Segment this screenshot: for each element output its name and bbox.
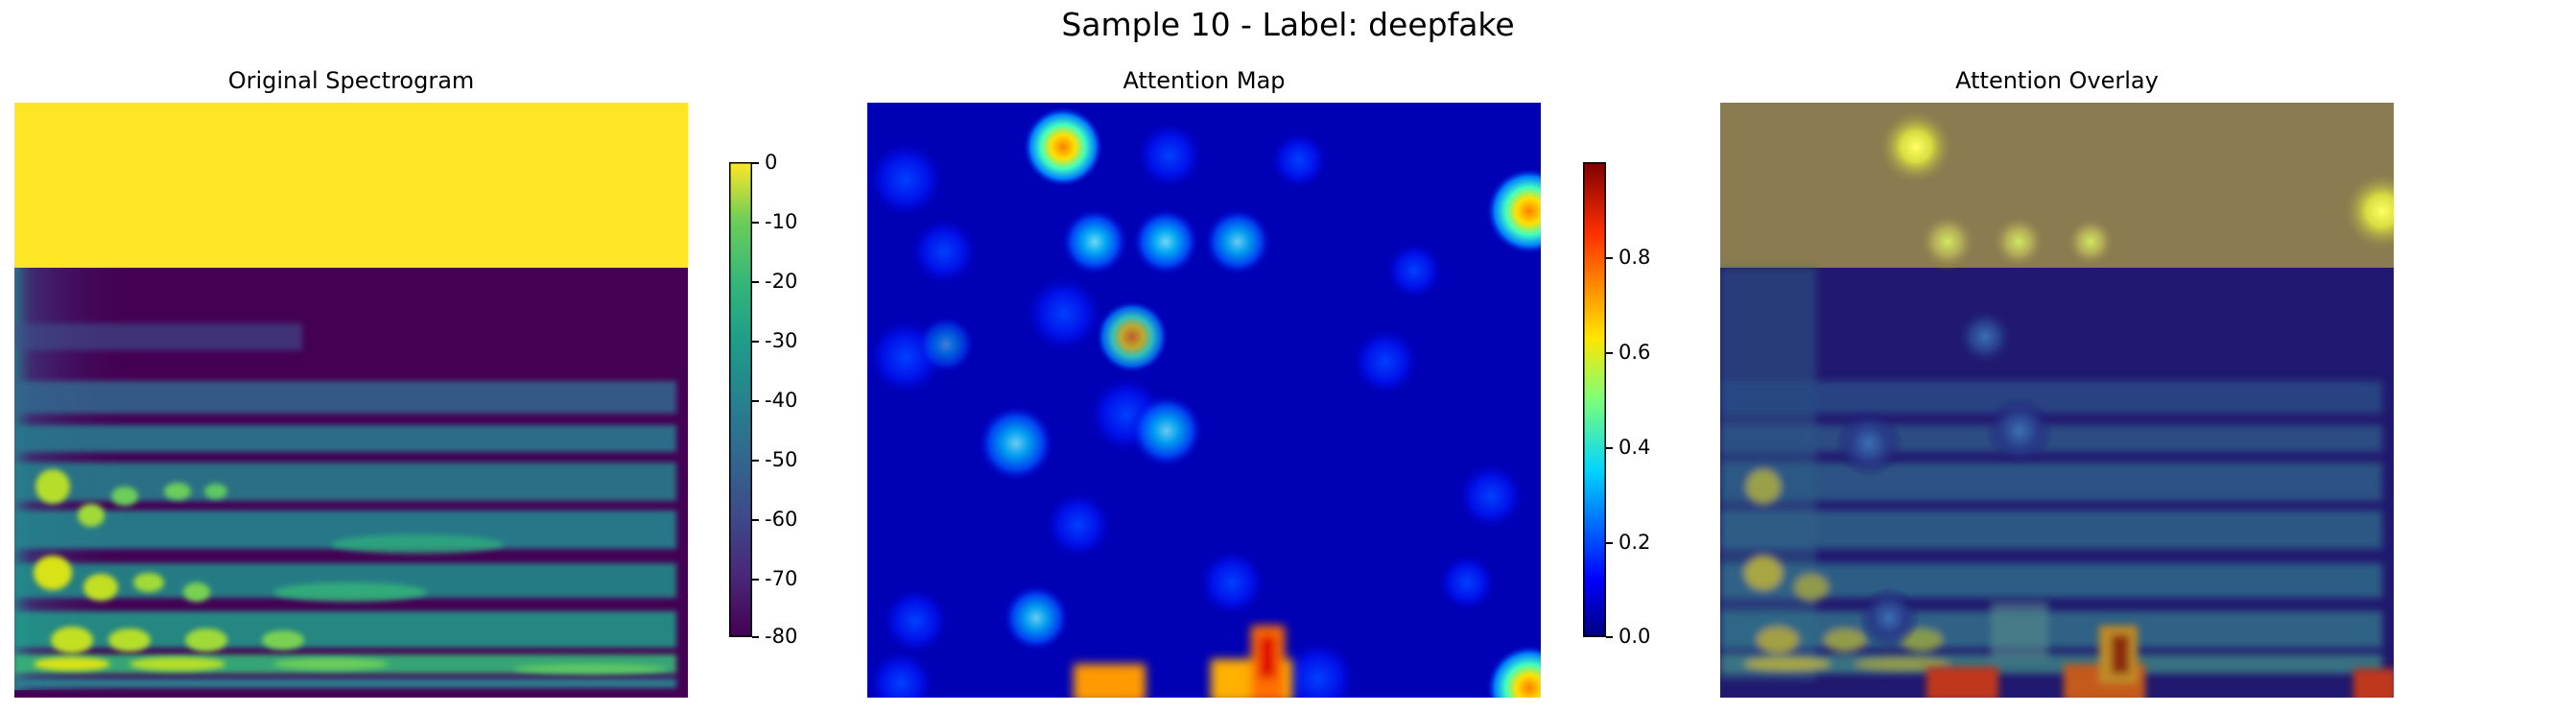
cbar2-tick: 0.4 <box>1619 436 1651 459</box>
attention-map-svg <box>867 103 1541 698</box>
overlay-harmonics <box>1720 268 2382 680</box>
cbar2-tick: 0.2 <box>1619 531 1651 554</box>
spectrogram-svg <box>14 103 688 698</box>
cbar1-tick: -50 <box>765 448 798 471</box>
cbar2-tick: 0.0 <box>1619 625 1651 648</box>
cbar1-tick: -30 <box>765 329 798 352</box>
spectrogram-title: Original Spectrogram <box>227 67 475 94</box>
cbar2-tick: 0.6 <box>1619 341 1651 364</box>
spectrogram-saturated-band <box>14 103 688 268</box>
attention-overlay-heatmap <box>1720 103 2394 698</box>
cbar1-tick: -60 <box>765 508 798 531</box>
overlay-top-band <box>1720 103 2394 268</box>
spectrogram-colorbar-svg <box>729 162 752 637</box>
attention-overlay-title: Attention Overlay <box>1955 67 2159 94</box>
attention-blobs <box>867 107 1541 698</box>
cbar1-tick: -20 <box>765 270 798 293</box>
spectrogram-heatmap <box>14 103 688 698</box>
cbar1-tick: -40 <box>765 389 798 412</box>
spectrogram-colorbar <box>729 162 752 637</box>
spectrogram-bright-formants <box>34 469 667 674</box>
attention-overlay-svg <box>1720 103 2394 698</box>
cbar1-tick: -10 <box>765 210 798 233</box>
attention-map-heatmap <box>867 103 1541 698</box>
attention-map-title: Attention Map <box>1123 67 1286 94</box>
attention-colorbar-svg <box>1583 162 1606 637</box>
overlay-attention-spots <box>1835 108 2394 698</box>
cbar2-tick: 0.8 <box>1619 246 1651 269</box>
cbar1-tick: -70 <box>765 567 798 590</box>
figure-suptitle: Sample 10 - Label: deepfake <box>1061 6 1515 43</box>
cbar1-tick: 0 <box>765 151 778 174</box>
attention-colorbar <box>1583 162 1606 637</box>
cbar1-tick: -80 <box>765 625 798 648</box>
